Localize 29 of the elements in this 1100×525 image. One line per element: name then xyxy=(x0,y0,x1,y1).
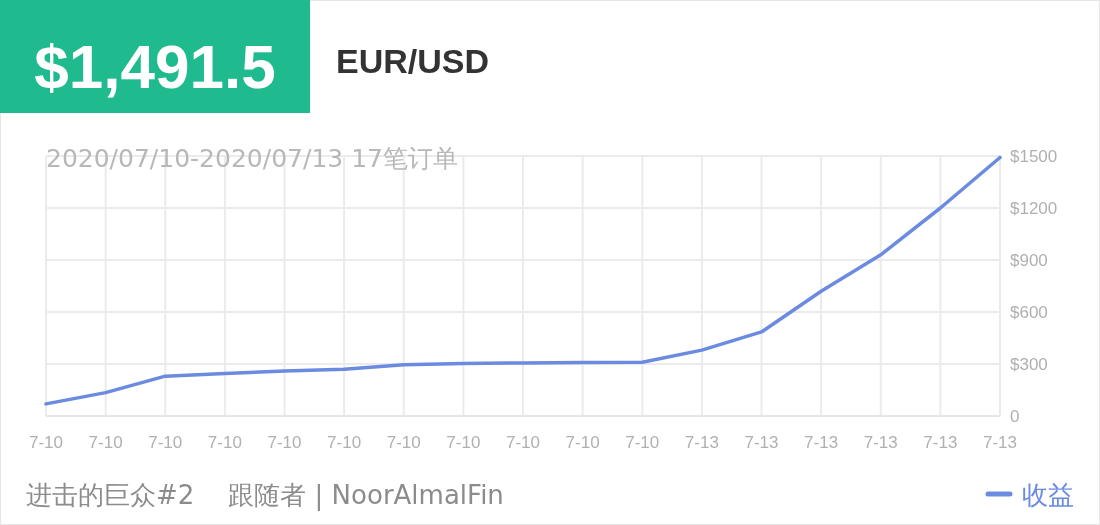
x-tick-label: 7-10 xyxy=(88,433,123,452)
x-tick-label: 7-13 xyxy=(684,433,719,452)
text: 跟随者 | NoorAlmalFin xyxy=(228,480,504,511)
ytick: 0 xyxy=(1010,407,1020,426)
x-tick-label: 7-10 xyxy=(327,433,362,452)
x-tick-label: 7-10 xyxy=(565,433,600,452)
ytick: $1200 xyxy=(1010,199,1058,218)
x-tick-label: 7-10 xyxy=(148,433,183,452)
x-tick-label: 7-13 xyxy=(923,433,958,452)
x-tick-label: 7-13 xyxy=(804,433,839,452)
text: 进击的巨众#2 xyxy=(26,480,195,510)
x-tick-label: 7-13 xyxy=(744,433,779,452)
x-tick-label: 7-10 xyxy=(446,433,481,452)
chart-subtitle: 2020/07/10-2020/07/13 17笔订单 xyxy=(46,144,458,173)
ytick: $900 xyxy=(1010,251,1048,270)
x-tick-label: 7-10 xyxy=(625,433,660,452)
x-tick-label: 7-13 xyxy=(982,433,1018,452)
x-tick-label: 7-10 xyxy=(267,433,302,452)
x-tick-label: 7-13 xyxy=(863,433,898,452)
legend-label: 收益 xyxy=(1022,480,1074,510)
ytick: $1500 xyxy=(1010,147,1058,166)
chart-title: EUR/USD xyxy=(336,42,490,80)
x-tick-label: 7-10 xyxy=(505,433,541,452)
ytick: $300 xyxy=(1010,355,1048,374)
annotation: $1,491.5 xyxy=(34,32,276,101)
x-tick-label: 7-10 xyxy=(28,433,64,452)
x-tick-label: 7-10 xyxy=(386,433,421,452)
x-tick-label: 7-10 xyxy=(207,433,242,452)
ytick: $600 xyxy=(1010,303,1048,322)
